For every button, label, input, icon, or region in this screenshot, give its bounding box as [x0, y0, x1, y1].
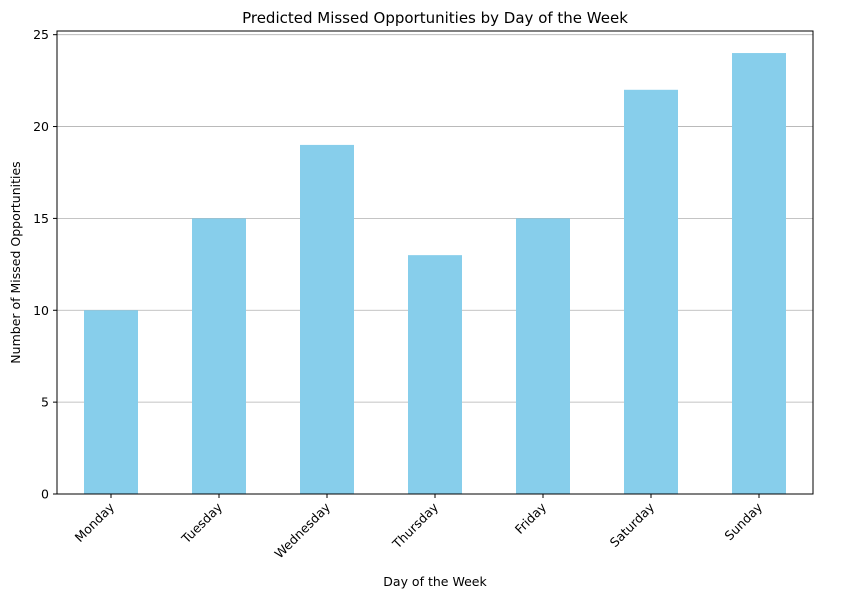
- bar: [624, 89, 678, 495]
- x-tick-label: Wednesday: [271, 499, 333, 561]
- y-tick-label: 25: [33, 27, 49, 42]
- x-tick-label: Saturday: [607, 499, 658, 550]
- bars: [84, 53, 786, 495]
- y-axis-label: Number of Missed Opportunities: [8, 161, 23, 363]
- bar: [516, 218, 570, 494]
- x-tick-label: Tuesday: [178, 499, 226, 547]
- bar: [192, 218, 246, 494]
- bar: [408, 255, 462, 494]
- chart-title: Predicted Missed Opportunities by Day of…: [242, 9, 628, 27]
- x-tick-label: Friday: [512, 499, 550, 537]
- y-tick-label: 15: [33, 211, 49, 226]
- y-axis-ticks: 0 5 10 15 20 25: [33, 27, 57, 502]
- bar: [300, 144, 354, 494]
- y-tick-label: 0: [41, 487, 49, 502]
- x-tick-label: Thursday: [389, 499, 442, 552]
- y-tick-label: 5: [41, 395, 49, 410]
- bar: [84, 310, 138, 494]
- x-tick-label: Sunday: [721, 499, 765, 543]
- x-tick-label: Monday: [72, 499, 118, 545]
- x-axis-ticks: Monday Tuesday Wednesday Thursday Friday Satu…: [72, 494, 766, 561]
- y-tick-label: 10: [33, 303, 49, 318]
- bar: [732, 53, 786, 495]
- y-tick-label: 20: [33, 119, 49, 134]
- x-axis-label: Day of the Week: [383, 574, 487, 589]
